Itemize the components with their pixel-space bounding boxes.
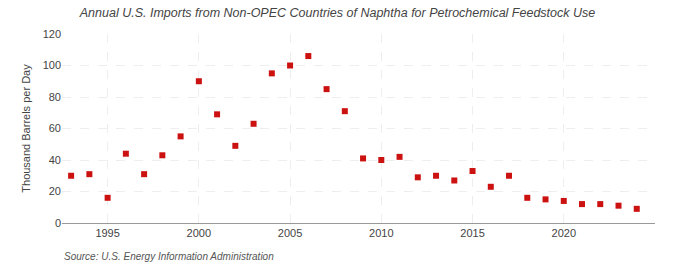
svg-text:Source: U.S. Energy Informatio: Source: U.S. Energy Information Administ…	[64, 251, 274, 262]
svg-text:60: 60	[49, 122, 61, 134]
svg-text:100: 100	[43, 59, 61, 71]
svg-text:Annual U.S. Imports from Non-O: Annual U.S. Imports from Non-OPEC Countr…	[79, 6, 596, 20]
svg-text:Thousand Barrels per Day: Thousand Barrels per Day	[20, 64, 32, 193]
svg-text:1995: 1995	[95, 227, 119, 239]
svg-text:2020: 2020	[552, 227, 576, 239]
svg-text:2005: 2005	[278, 227, 302, 239]
svg-text:2010: 2010	[369, 227, 393, 239]
svg-text:40: 40	[49, 154, 61, 166]
svg-text:120: 120	[43, 28, 61, 40]
svg-text:0: 0	[55, 217, 61, 229]
svg-text:2000: 2000	[187, 227, 211, 239]
svg-text:2015: 2015	[460, 227, 484, 239]
svg-text:80: 80	[49, 91, 61, 103]
svg-text:20: 20	[49, 185, 61, 197]
